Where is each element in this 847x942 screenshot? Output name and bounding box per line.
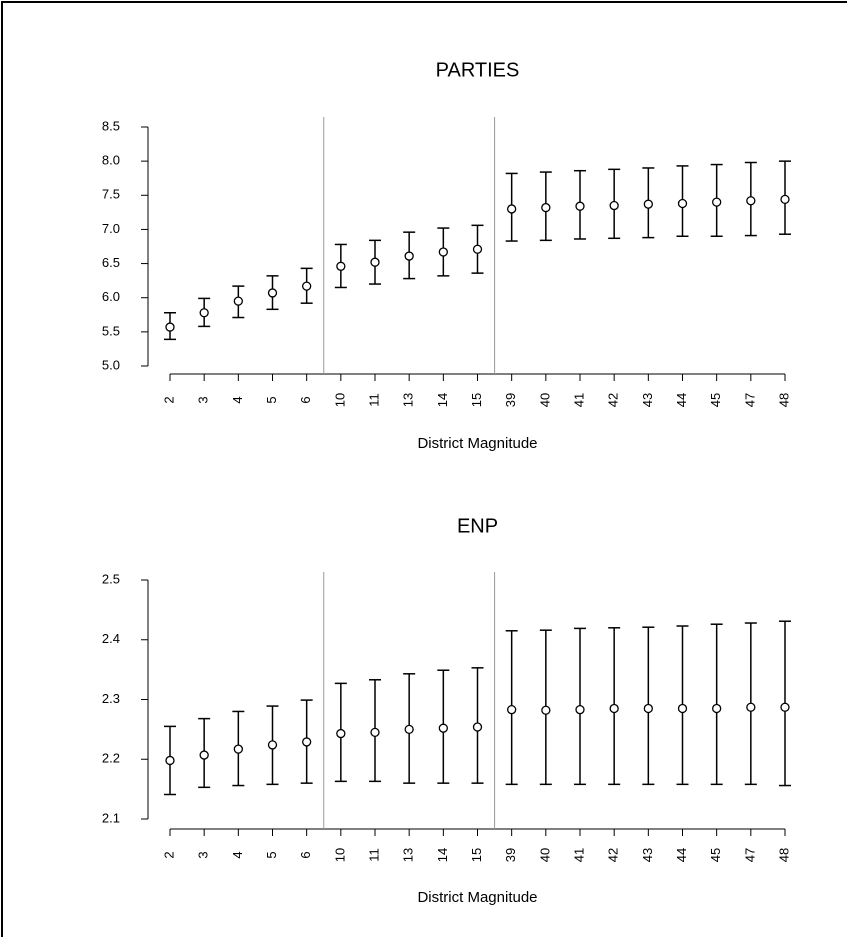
chart-title: ENP bbox=[457, 515, 498, 537]
x-tick-label: 10 bbox=[332, 848, 347, 862]
x-tick-label: 43 bbox=[640, 393, 655, 407]
x-tick-label: 41 bbox=[571, 848, 586, 862]
y-tick-label: 6.5 bbox=[102, 255, 120, 270]
point bbox=[199, 750, 209, 760]
y-tick-label: 5.5 bbox=[102, 323, 120, 338]
point bbox=[507, 204, 517, 214]
y-tick-label: 2.5 bbox=[102, 571, 120, 586]
y-tick-label: 6.0 bbox=[102, 289, 120, 304]
y-tick-label: 2.2 bbox=[102, 751, 120, 766]
x-tick-label: 6 bbox=[298, 851, 313, 858]
x-tick-label: 47 bbox=[742, 848, 757, 862]
point bbox=[541, 705, 551, 715]
x-tick-label: 40 bbox=[537, 848, 552, 862]
y-tick-label: 2.3 bbox=[102, 691, 120, 706]
x-tick-label: 2 bbox=[161, 851, 176, 858]
point bbox=[370, 257, 380, 267]
x-tick-label: 14 bbox=[435, 393, 450, 407]
y-tick-label: 2.1 bbox=[102, 810, 120, 825]
point bbox=[575, 705, 585, 715]
point bbox=[677, 703, 688, 714]
x-tick-label: 43 bbox=[640, 848, 655, 862]
x-tick-label: 5 bbox=[264, 396, 279, 403]
point bbox=[438, 247, 448, 257]
point bbox=[575, 201, 585, 211]
x-tick-label: 39 bbox=[503, 848, 518, 862]
point bbox=[780, 194, 790, 205]
point bbox=[267, 288, 278, 298]
x-tick-label: 5 bbox=[264, 851, 279, 858]
x-axis-label: District Magnitude bbox=[417, 889, 537, 906]
y-tick-label: 8.0 bbox=[102, 153, 120, 168]
chart-title: PARTIES bbox=[436, 59, 520, 81]
y-tick-label: 7.5 bbox=[102, 187, 120, 202]
point bbox=[746, 196, 756, 206]
point bbox=[643, 199, 653, 209]
x-tick-label: 10 bbox=[332, 393, 347, 407]
point bbox=[302, 281, 312, 291]
x-tick-label: 4 bbox=[230, 851, 245, 858]
point bbox=[438, 723, 448, 733]
x-tick-label: 13 bbox=[401, 393, 416, 407]
point bbox=[404, 251, 414, 261]
x-axis-label: District Magnitude bbox=[417, 435, 537, 452]
point bbox=[336, 261, 346, 271]
point bbox=[165, 755, 175, 766]
point bbox=[233, 296, 243, 306]
point bbox=[712, 703, 722, 714]
y-tick-label: 8.5 bbox=[102, 118, 120, 133]
x-tick-label: 2 bbox=[161, 396, 176, 403]
x-tick-label: 48 bbox=[776, 393, 791, 407]
x-tick-label: 4 bbox=[230, 396, 245, 403]
point bbox=[609, 703, 619, 714]
x-tick-label: 3 bbox=[196, 851, 211, 858]
x-tick-label: 11 bbox=[366, 848, 381, 862]
point bbox=[267, 740, 278, 750]
y-tick-label: 5.0 bbox=[102, 357, 120, 372]
point bbox=[336, 728, 346, 739]
x-tick-label: 40 bbox=[537, 393, 552, 407]
point bbox=[199, 308, 209, 318]
point bbox=[780, 702, 790, 712]
x-tick-label: 6 bbox=[298, 396, 313, 403]
x-tick-label: 44 bbox=[674, 393, 689, 407]
x-tick-label: 13 bbox=[401, 848, 416, 862]
x-tick-label: 42 bbox=[606, 848, 621, 862]
point bbox=[746, 702, 756, 712]
x-tick-label: 3 bbox=[196, 396, 211, 403]
point bbox=[677, 198, 688, 209]
point bbox=[233, 744, 243, 754]
x-tick-label: 39 bbox=[503, 393, 518, 407]
point bbox=[541, 202, 551, 213]
point bbox=[609, 200, 619, 211]
x-tick-label: 48 bbox=[776, 848, 791, 862]
point bbox=[404, 724, 414, 735]
x-tick-label: 15 bbox=[469, 848, 484, 862]
point bbox=[472, 722, 483, 732]
x-tick-label: 14 bbox=[435, 848, 450, 862]
x-tick-label: 45 bbox=[708, 848, 723, 862]
x-tick-label: 45 bbox=[708, 393, 723, 407]
point bbox=[370, 727, 380, 738]
x-tick-label: 47 bbox=[742, 393, 757, 407]
point bbox=[165, 322, 175, 332]
x-tick-label: 11 bbox=[366, 393, 381, 407]
x-tick-label: 41 bbox=[571, 393, 586, 407]
x-tick-label: 44 bbox=[674, 848, 689, 862]
y-tick-label: 7.0 bbox=[102, 221, 120, 236]
point bbox=[712, 197, 722, 207]
point bbox=[302, 737, 312, 747]
x-tick-label: 42 bbox=[606, 393, 621, 407]
point bbox=[507, 705, 517, 715]
y-tick-label: 2.4 bbox=[102, 631, 120, 646]
point bbox=[643, 703, 653, 714]
point bbox=[472, 244, 483, 254]
x-tick-label: 15 bbox=[469, 393, 484, 407]
